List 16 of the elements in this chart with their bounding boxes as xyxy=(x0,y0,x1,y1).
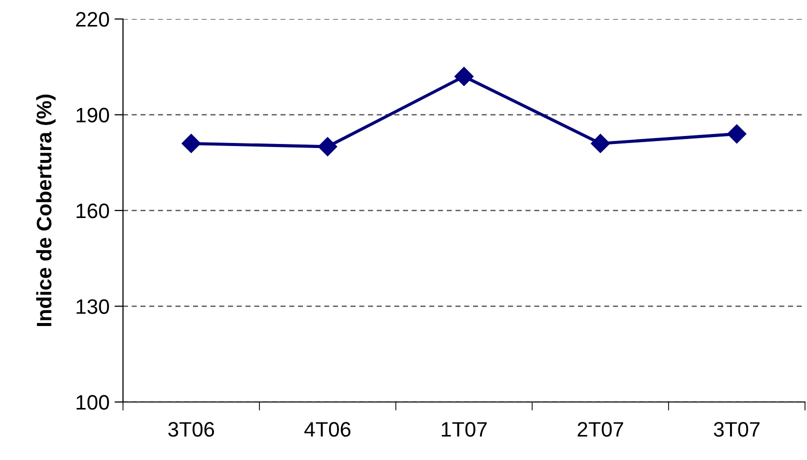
point xyxy=(590,134,610,154)
y-tick-label: 190 xyxy=(76,108,109,123)
x-tick-label: 4T06 xyxy=(304,422,350,437)
x-tick-label: 3T07 xyxy=(714,422,760,437)
y-tick-label: 220 xyxy=(76,12,109,27)
point xyxy=(727,124,746,144)
y-axis-title: Indice de Cobertura (%) xyxy=(36,94,56,326)
point xyxy=(318,137,338,156)
point xyxy=(454,66,474,86)
y-tick-label: 160 xyxy=(76,204,109,218)
x-tick-label: 2T07 xyxy=(578,422,624,437)
point xyxy=(182,134,201,154)
y-tick-label: 100 xyxy=(76,395,109,410)
y-tick-label: 130 xyxy=(76,299,109,314)
x-tick-label: 1T07 xyxy=(442,422,487,437)
x-tick-label: 3T06 xyxy=(168,422,214,437)
